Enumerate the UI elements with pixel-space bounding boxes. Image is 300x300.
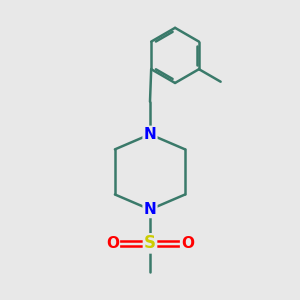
Text: N: N: [144, 127, 156, 142]
Text: O: O: [181, 236, 194, 251]
Text: N: N: [144, 202, 156, 217]
Text: S: S: [144, 234, 156, 252]
Text: O: O: [106, 236, 119, 251]
